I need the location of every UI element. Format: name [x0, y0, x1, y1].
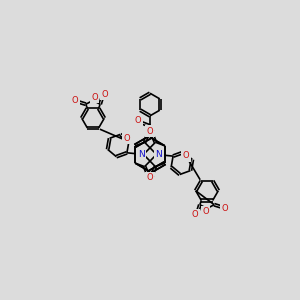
- Text: N: N: [138, 150, 145, 159]
- Text: O: O: [146, 173, 153, 182]
- Text: O: O: [124, 134, 130, 142]
- Text: O: O: [72, 96, 79, 105]
- Text: O: O: [91, 93, 98, 102]
- Text: O: O: [221, 204, 228, 213]
- Text: O: O: [146, 127, 153, 136]
- Text: O: O: [134, 116, 141, 125]
- Text: O: O: [102, 90, 108, 99]
- Text: O: O: [182, 151, 189, 160]
- Text: N: N: [155, 150, 162, 159]
- Text: O: O: [192, 210, 198, 219]
- Text: O: O: [202, 207, 209, 216]
- Text: O: O: [147, 173, 154, 182]
- Text: O: O: [147, 127, 154, 136]
